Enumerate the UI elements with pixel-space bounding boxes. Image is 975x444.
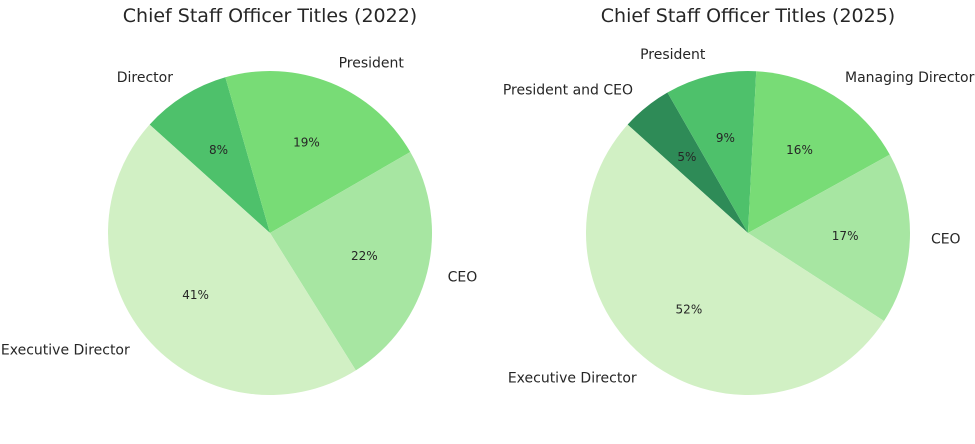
slice-label: CEO <box>931 231 961 247</box>
pie-slice-ceo <box>748 154 910 322</box>
slice-label: Managing Director <box>845 70 975 86</box>
slice-label: Executive Director <box>1 343 130 359</box>
slice-label: CEO <box>448 269 478 285</box>
chart-2025: Chief Staff Officer Titles (2025) Presid… <box>503 5 975 395</box>
pie-slice-executive-director <box>107 124 356 396</box>
slice-percent-label: 8% <box>209 143 228 157</box>
slice-label: Executive Director <box>508 370 637 386</box>
slice-percent-label: 5% <box>677 150 696 164</box>
slice-percent-label: 41% <box>182 288 209 302</box>
slice-label: Director <box>117 70 173 86</box>
pie-slice-president <box>225 71 411 233</box>
chart-title: Chief Staff Officer Titles (2022) <box>123 5 417 27</box>
slice-label: President and CEO <box>503 83 633 99</box>
pie-2025: President and CEO 5% President 9% Managing D… <box>503 47 975 395</box>
slice-label: President <box>640 47 706 63</box>
slice-percent-label: 9% <box>716 131 735 145</box>
pie-2022: Director 8% President 19% CEO 22% Executive Di… <box>1 55 478 396</box>
pie-slice-executive-director <box>586 124 885 395</box>
slice-percent-label: 22% <box>351 249 378 263</box>
pie-slice-ceo <box>270 152 432 371</box>
slice-percent-label: 19% <box>293 135 320 149</box>
chart-title: Chief Staff Officer Titles (2025) <box>601 5 895 27</box>
slice-percent-label: 17% <box>832 229 859 243</box>
pie-slice-president-and-ceo <box>627 92 748 233</box>
pie-slice-director <box>149 77 270 233</box>
slice-label: President <box>339 55 405 71</box>
pie-slice-president <box>667 71 757 233</box>
slice-percent-label: 52% <box>676 303 703 317</box>
slice-percent-label: 16% <box>786 143 813 157</box>
pie-slice-managing-director <box>748 71 890 233</box>
chart-2022: Chief Staff Officer Titles (2022) Direct… <box>1 5 478 396</box>
